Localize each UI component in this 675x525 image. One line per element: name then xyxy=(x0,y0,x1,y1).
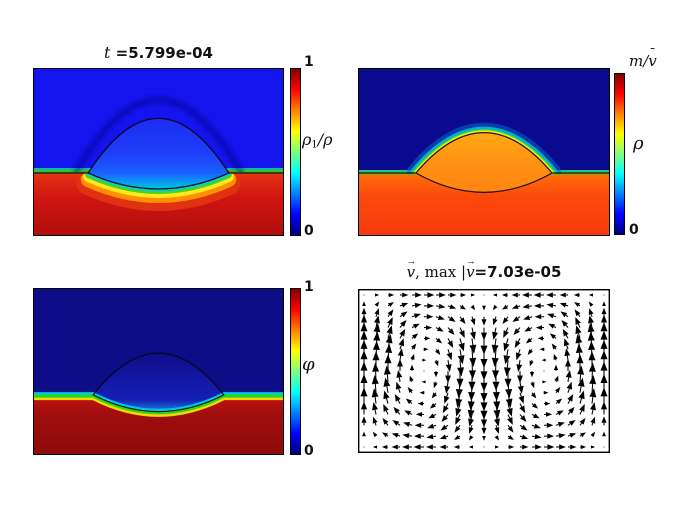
velocity-max-value: =7.03e-05 xyxy=(474,263,562,281)
rho1-colorbar-max-label: 1 xyxy=(304,54,314,70)
rho-colorbar xyxy=(614,73,625,235)
rho-colorbar-label: ρ xyxy=(633,133,644,154)
macron-accent: ¯ xyxy=(649,46,656,62)
phi-colorbar xyxy=(290,288,301,455)
rho1-colorbar-label: ρ1/ρ xyxy=(302,130,333,151)
panel-velocity-title: v →, max |v → =7.03e-05 xyxy=(406,258,562,281)
phi-colorbar-label: φ xyxy=(302,354,315,375)
vector-arrow-accent: → xyxy=(467,258,474,268)
rho-colorbar-min-label: 0 xyxy=(629,222,639,238)
title-time-value: =5.799e-04 xyxy=(110,44,213,62)
rho1-heatmap-canvas xyxy=(33,68,284,236)
rho1-colorbar-min-label: 0 xyxy=(304,223,314,239)
vector-arrow-accent: → xyxy=(407,258,415,268)
phi-colorbar-max-label: 1 xyxy=(304,279,314,295)
phi-heatmap-canvas xyxy=(33,288,284,455)
rho-colorbar-max-label: m/v ¯ xyxy=(629,46,657,70)
velocity-quiver-canvas xyxy=(358,289,610,453)
phi-colorbar-min-label: 0 xyxy=(304,443,314,459)
rho1-colorbar xyxy=(290,68,301,236)
panel-rho1-title: t =5.799e-04 xyxy=(33,45,284,61)
rho-heatmap-canvas xyxy=(358,68,610,236)
title-time-symbol: t xyxy=(104,43,111,62)
